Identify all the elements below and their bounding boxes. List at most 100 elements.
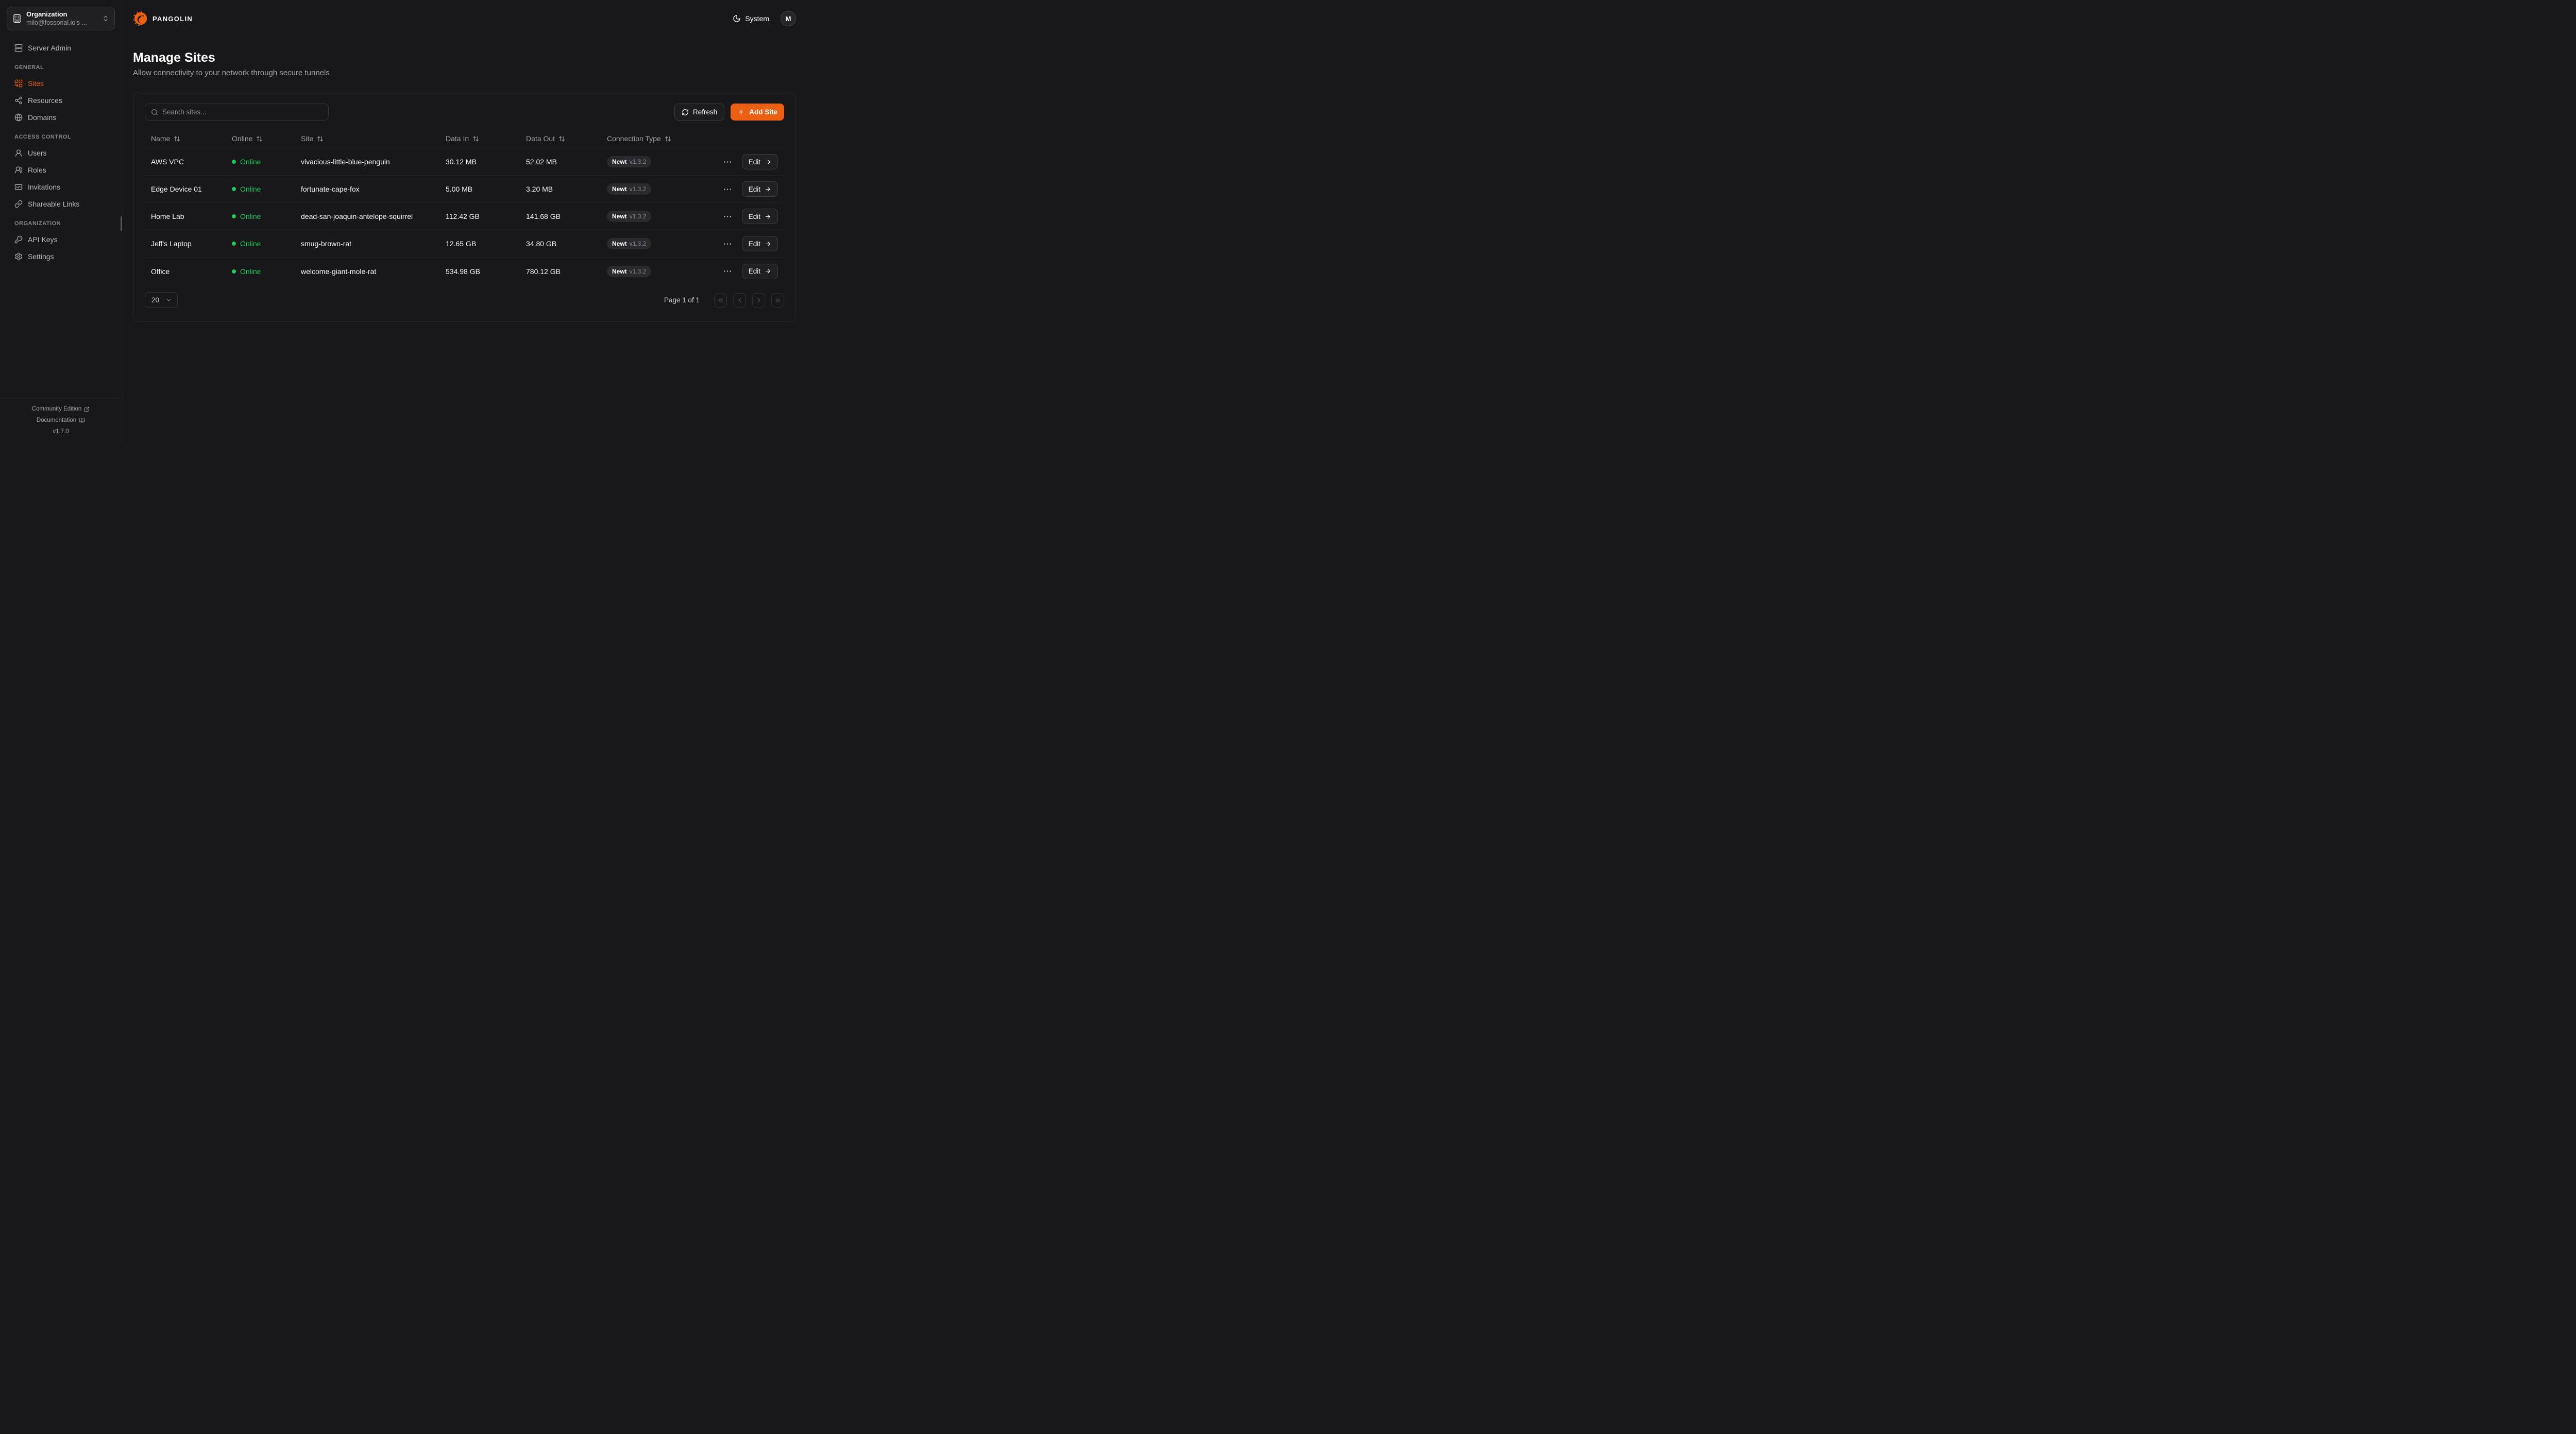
sidebar-item-users[interactable]: Users: [7, 144, 115, 161]
chevron-left-icon: [738, 298, 741, 302]
theme-toggle-button[interactable]: System: [733, 14, 769, 23]
site-tunnel-name: fortunate-cape-fox: [301, 185, 360, 193]
documentation-link[interactable]: Documentation: [0, 415, 122, 426]
version-label: v1.7.0: [53, 429, 69, 435]
last-page-button[interactable]: [771, 293, 784, 308]
ellipsis-icon: ⋯: [723, 266, 732, 276]
book-open-icon: [79, 418, 85, 423]
brand-logo[interactable]: PANGOLIN: [133, 11, 193, 26]
next-page-button[interactable]: [752, 293, 765, 308]
page-size-select[interactable]: 20: [145, 292, 178, 308]
column-header-data-out[interactable]: Data Out: [526, 134, 607, 143]
connection-type-cell: Newt v1.3.2: [607, 183, 721, 195]
site-name: AWS VPC: [151, 158, 184, 166]
sidebar-scrollbar[interactable]: [121, 216, 122, 231]
site-name: Edge Device 01: [151, 185, 202, 193]
add-site-button[interactable]: Add Site: [731, 104, 784, 121]
sort-icon: [317, 136, 324, 141]
connection-name: Newt: [612, 267, 627, 275]
topbar: PANGOLIN System M: [133, 0, 796, 37]
site-status: Online: [232, 185, 301, 193]
moon-icon: [733, 15, 740, 22]
connection-badge: Newt v1.3.2: [607, 238, 652, 249]
edit-button[interactable]: Edit: [741, 263, 778, 279]
row-menu-button[interactable]: ⋯: [721, 266, 734, 277]
row-menu-button[interactable]: ⋯: [721, 157, 734, 167]
row-menu-button[interactable]: ⋯: [721, 238, 734, 249]
column-header-connection-type[interactable]: Connection Type: [607, 134, 778, 143]
section-label-organization: ORGANIZATION: [14, 220, 61, 227]
previous-page-button[interactable]: [733, 293, 746, 308]
edit-button[interactable]: Edit: [741, 154, 778, 169]
sidebar-item-roles[interactable]: Roles: [7, 161, 115, 178]
column-header-data-in[interactable]: Data In: [446, 134, 526, 143]
arrow-right-icon: [766, 241, 770, 246]
online-dot-icon: [232, 269, 236, 274]
pager-nav: [714, 293, 784, 308]
column-label: Online: [232, 134, 253, 143]
chevrons-left-icon: [718, 298, 723, 302]
column-header-online[interactable]: Online: [232, 134, 301, 143]
edit-button[interactable]: Edit: [741, 209, 778, 224]
sidebar-item-label: Settings: [28, 252, 54, 261]
sidebar-item-label: Sites: [28, 79, 44, 88]
sidebar-nav: Server Admin GENERAL Sites Resources Dom…: [7, 39, 115, 265]
online-label: Online: [240, 212, 261, 220]
arrow-right-icon: [766, 159, 770, 164]
page-title: Manage Sites: [133, 50, 215, 65]
data-out-value: 3.20 MB: [526, 185, 553, 193]
column-header-name[interactable]: Name: [151, 134, 232, 143]
add-site-label: Add Site: [749, 108, 777, 116]
table-header-row: Name Online Site Data In: [145, 129, 784, 148]
refresh-button[interactable]: Refresh: [674, 104, 725, 121]
connection-name: Newt: [612, 185, 627, 193]
sidebar-item-api-keys[interactable]: API Keys: [7, 231, 115, 248]
sidebar-item-invitations[interactable]: Invitations: [7, 178, 115, 195]
edit-label: Edit: [748, 185, 760, 193]
sidebar-item-label: Resources: [28, 96, 62, 105]
connection-name: Newt: [612, 158, 627, 165]
community-edition-link[interactable]: Community Edition: [0, 403, 122, 415]
column-label: Connection Type: [607, 134, 661, 143]
avatar[interactable]: M: [781, 11, 796, 26]
refresh-label: Refresh: [692, 108, 718, 116]
org-selector-value: milo@fossorial.io's ...: [26, 19, 87, 26]
connection-version: v1.3.2: [629, 185, 647, 193]
edit-button[interactable]: Edit: [741, 181, 778, 197]
column-header-site[interactable]: Site: [301, 134, 446, 143]
sidebar: Organization milo@fossorial.io's ... Ser…: [0, 0, 122, 443]
sidebar-item-sites[interactable]: Sites: [7, 75, 115, 92]
sidebar-item-server-admin[interactable]: Server Admin: [7, 39, 115, 56]
column-label: Name: [151, 134, 171, 143]
site-name: Home Lab: [151, 212, 184, 220]
search-input[interactable]: [162, 108, 323, 116]
sites-toolbar: Refresh Add Site: [145, 104, 784, 121]
ellipsis-icon: ⋯: [723, 157, 732, 167]
row-menu-button[interactable]: ⋯: [721, 211, 734, 222]
site-name: Office: [151, 267, 170, 276]
row-menu-button[interactable]: ⋯: [721, 184, 734, 195]
online-label: Online: [240, 158, 261, 166]
server-icon: [14, 44, 23, 52]
data-in-value: 534.98 GB: [446, 267, 480, 276]
site-status: Online: [232, 212, 301, 220]
first-page-button[interactable]: [714, 293, 727, 308]
sidebar-item-domains[interactable]: Domains: [7, 109, 115, 126]
sites-card: Refresh Add Site Name Online: [133, 92, 796, 322]
page-status: Page 1 of 1: [664, 296, 700, 304]
connection-type-cell: Newt v1.3.2: [607, 265, 721, 277]
sidebar-item-resources[interactable]: Resources: [7, 92, 115, 109]
combine-icon: [14, 79, 23, 87]
table-row: Jeff's Laptop Online smug-brown-rat 12.6…: [145, 230, 784, 258]
pagination-bar: 20 Page 1 of 1: [145, 292, 784, 308]
edit-button[interactable]: Edit: [741, 236, 778, 251]
sidebar-item-shareable-links[interactable]: Shareable Links: [7, 195, 115, 212]
page-size-value: 20: [151, 296, 160, 304]
arrow-right-icon: [766, 269, 770, 274]
sidebar-item-settings[interactable]: Settings: [7, 248, 115, 265]
org-selector[interactable]: Organization milo@fossorial.io's ...: [7, 7, 115, 30]
link-icon: [14, 200, 23, 208]
table-row: Edge Device 01 Online fortunate-cape-fox…: [145, 176, 784, 203]
page-subtitle: Allow connectivity to your network throu…: [133, 69, 330, 77]
online-dot-icon: [232, 214, 236, 218]
